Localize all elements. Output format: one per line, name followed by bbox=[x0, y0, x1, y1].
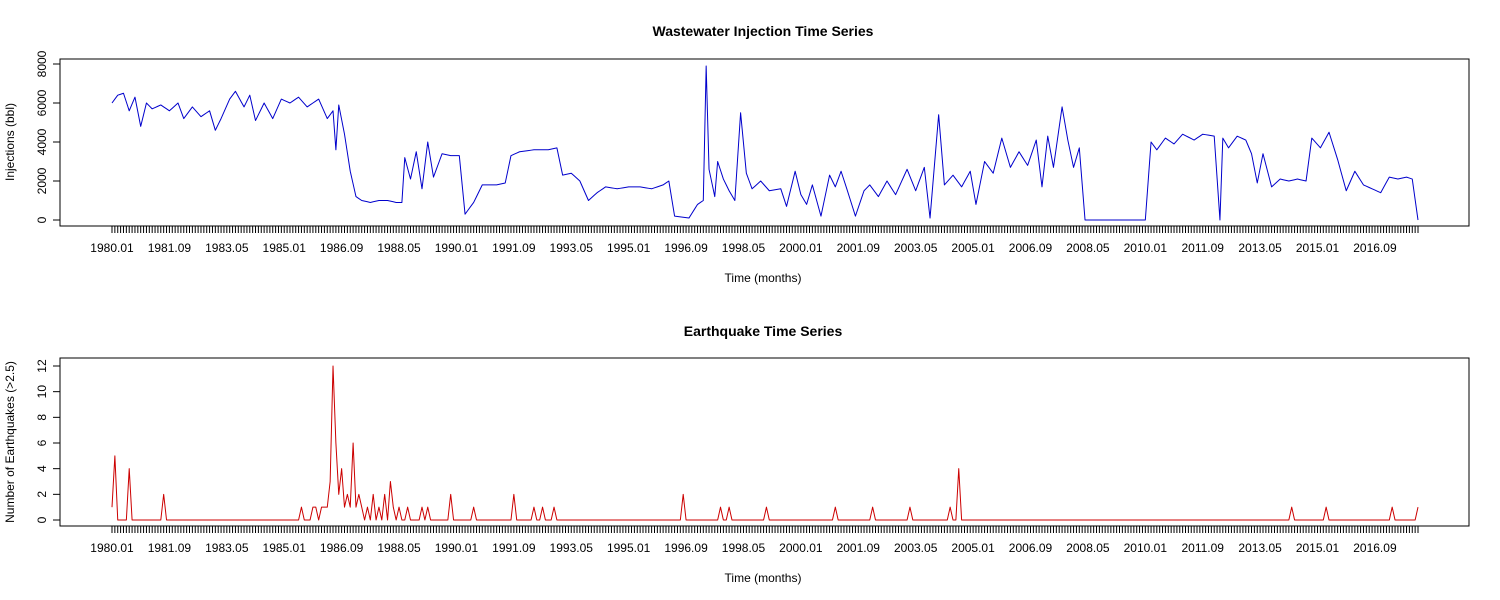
y-tick-label: 12 bbox=[35, 359, 49, 373]
x-tick-label: 1996.09 bbox=[664, 541, 708, 555]
injection-x-axis: 1980.01 1981.09 1983.05 1985.01 1986.09 1988.… bbox=[90, 225, 1419, 255]
earthquake-y-axis: 0 2 4 6 8 10 12 bbox=[35, 359, 61, 523]
earthquake-x-axis-label: Time (months) bbox=[725, 571, 802, 585]
x-tick-label: 2008.05 bbox=[1066, 241, 1110, 255]
x-tick-label: 1991.09 bbox=[492, 541, 536, 555]
x-tick-label: 1996.09 bbox=[664, 241, 708, 255]
x-tick-label: 1981.09 bbox=[148, 241, 192, 255]
injection-chart-panel: Wastewater Injection Time Series Time (m… bbox=[3, 23, 1470, 285]
x-tick-label: 2000.01 bbox=[779, 541, 823, 555]
y-tick-label: 6 bbox=[35, 439, 49, 446]
x-tick-label: 2010.01 bbox=[1124, 541, 1168, 555]
x-tick-label: 1983.05 bbox=[205, 541, 249, 555]
x-tick-label: 1985.01 bbox=[263, 541, 307, 555]
injection-y-axis: 0 2000 4000 6000 8000 bbox=[35, 50, 61, 223]
x-tick-label: 2003.05 bbox=[894, 241, 938, 255]
y-tick-label: 0 bbox=[35, 516, 49, 523]
x-tick-label: 1988.05 bbox=[377, 541, 421, 555]
y-tick-label: 0 bbox=[35, 216, 49, 223]
x-tick-label: 1985.01 bbox=[263, 241, 307, 255]
x-tick-label: 1981.09 bbox=[148, 541, 192, 555]
earthquake-x-axis: 1980.01 1981.09 1983.05 1985.01 1986.09 1988.… bbox=[90, 525, 1419, 555]
x-tick-label: 2008.05 bbox=[1066, 541, 1110, 555]
x-tick-label: 1986.09 bbox=[320, 241, 364, 255]
x-tick-label: 2010.01 bbox=[1124, 241, 1168, 255]
x-tick-label: 1980.01 bbox=[90, 241, 134, 255]
x-tick-label: 2015.01 bbox=[1296, 541, 1340, 555]
x-tick-label: 2003.05 bbox=[894, 541, 938, 555]
injection-chart-title: Wastewater Injection Time Series bbox=[653, 23, 874, 39]
x-tick-label: 2001.09 bbox=[837, 241, 881, 255]
x-tick-label: 1993.05 bbox=[550, 241, 594, 255]
y-tick-label: 2 bbox=[35, 491, 49, 498]
y-tick-label: 8000 bbox=[35, 50, 49, 77]
x-tick-label: 2001.09 bbox=[837, 541, 881, 555]
earthquake-chart-title: Earthquake Time Series bbox=[684, 323, 843, 339]
x-tick-label: 1988.05 bbox=[377, 241, 421, 255]
x-tick-label: 1983.05 bbox=[205, 241, 249, 255]
y-tick-label: 6000 bbox=[35, 89, 49, 116]
y-tick-label: 10 bbox=[35, 385, 49, 399]
injection-series-line bbox=[111, 65, 1419, 221]
y-tick-label: 4 bbox=[35, 465, 49, 472]
injection-y-axis-label: Injections (bbl) bbox=[3, 103, 17, 181]
x-tick-label: 2005.01 bbox=[951, 541, 995, 555]
x-tick-label: 2016.09 bbox=[1353, 541, 1397, 555]
x-tick-label: 1995.01 bbox=[607, 541, 651, 555]
x-tick-label: 2006.09 bbox=[1009, 241, 1053, 255]
x-tick-label: 2005.01 bbox=[951, 241, 995, 255]
x-tick-label: 2016.09 bbox=[1353, 241, 1397, 255]
earthquake-plot-frame bbox=[59, 357, 1470, 527]
earthquake-chart-panel: Earthquake Time Series Time (months) Num… bbox=[3, 323, 1470, 585]
y-tick-label: 8 bbox=[35, 414, 49, 421]
y-tick-label: 2000 bbox=[35, 167, 49, 194]
x-tick-label: 1993.05 bbox=[550, 541, 594, 555]
earthquake-y-axis-label: Number of Earthquakes (>2.5) bbox=[3, 361, 17, 523]
earthquake-series-line bbox=[111, 365, 1419, 521]
y-tick-label: 4000 bbox=[35, 128, 49, 155]
x-tick-label: 2000.01 bbox=[779, 241, 823, 255]
x-tick-label: 2013.05 bbox=[1238, 541, 1282, 555]
x-tick-label: 1998.05 bbox=[722, 541, 766, 555]
x-tick-label: 1998.05 bbox=[722, 241, 766, 255]
injection-plot-frame bbox=[59, 58, 1470, 227]
injection-x-axis-label: Time (months) bbox=[725, 271, 802, 285]
x-tick-label: 2013.05 bbox=[1238, 241, 1282, 255]
x-tick-label: 1986.09 bbox=[320, 541, 364, 555]
x-tick-label: 2011.09 bbox=[1181, 541, 1224, 555]
x-tick-label: 1995.01 bbox=[607, 241, 651, 255]
x-tick-label: 1991.09 bbox=[492, 241, 536, 255]
x-tick-label: 1980.01 bbox=[90, 541, 134, 555]
x-tick-label: 2011.09 bbox=[1181, 241, 1224, 255]
x-tick-label: 1990.01 bbox=[435, 241, 479, 255]
x-tick-label: 1990.01 bbox=[435, 541, 479, 555]
x-tick-label: 2006.09 bbox=[1009, 541, 1053, 555]
x-tick-label: 2015.01 bbox=[1296, 241, 1340, 255]
injection-series-group bbox=[111, 65, 1419, 221]
earthquake-series-group bbox=[111, 365, 1419, 521]
